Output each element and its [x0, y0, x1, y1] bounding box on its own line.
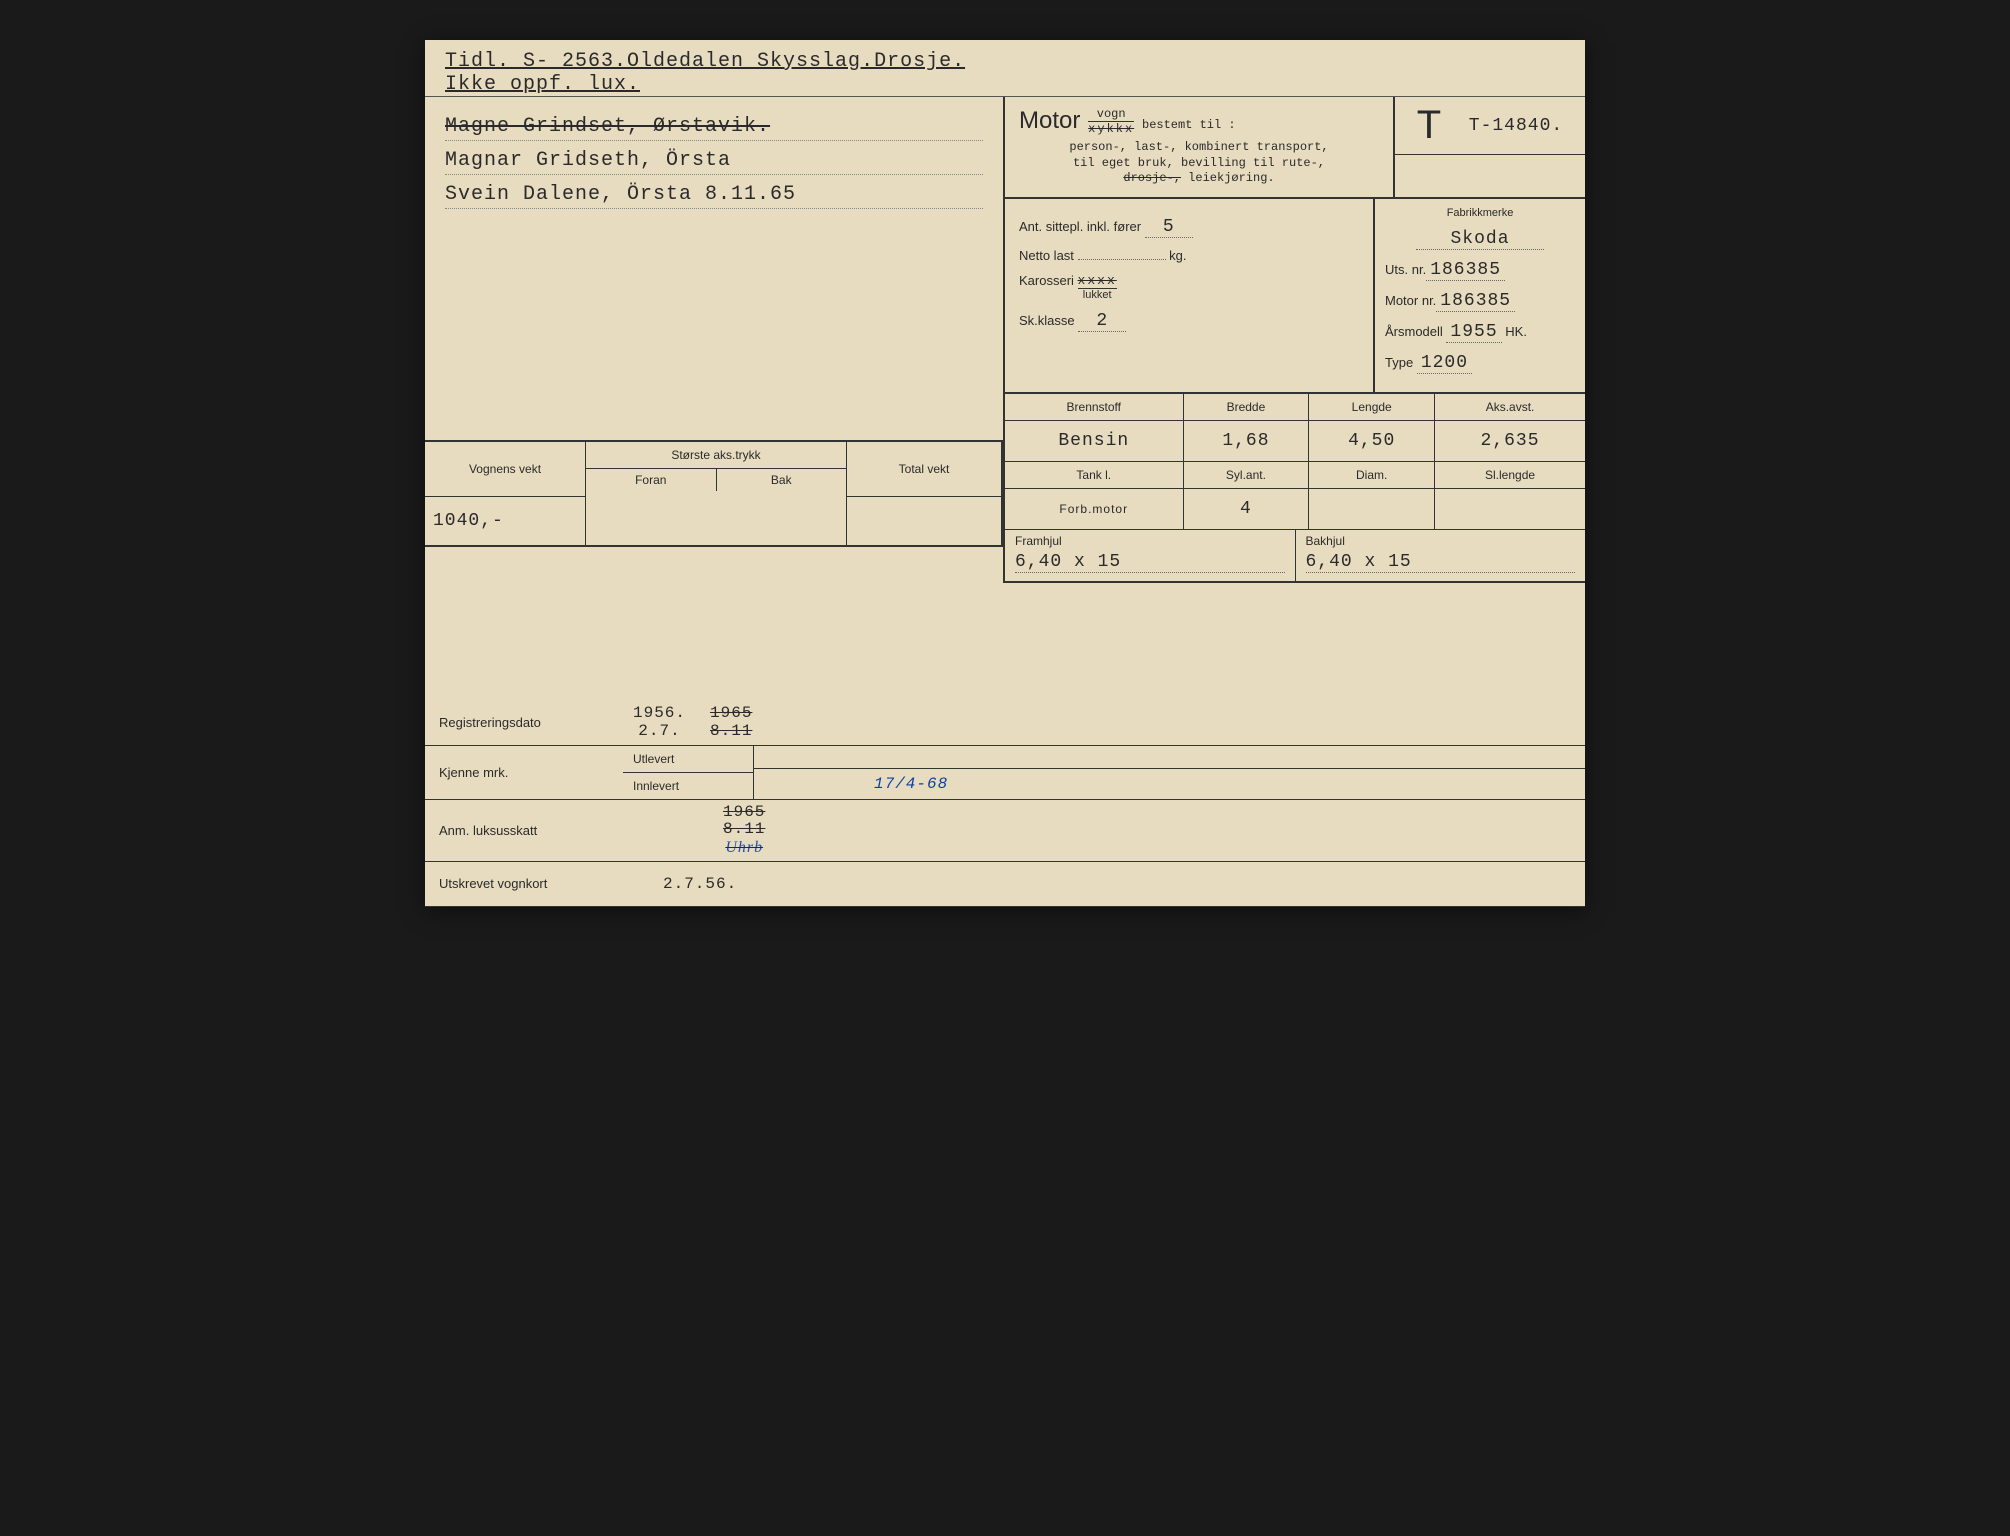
- kjenne-row: Kjenne mrk. Utlevert Innlevert 17/4-68: [425, 746, 1585, 800]
- table-header-row: Tank l. Syl.ant. Diam. Sl.lengde: [1005, 462, 1585, 489]
- arsmodell-field: Årsmodell 1955 HK.: [1385, 322, 1575, 343]
- motor-title: Motor: [1019, 107, 1080, 134]
- bakhjul-cell: Bakhjul 6,40 x 15: [1296, 530, 1586, 581]
- motor-sub: vogn xykkx: [1088, 107, 1134, 136]
- karosseri-field: Karosseri xxxx lukket: [1019, 273, 1359, 301]
- motor-desc: person-, last-, kombinert transport, til…: [1019, 140, 1379, 187]
- vognens-vekt-cell: Vognens vekt 1040,-: [425, 442, 586, 545]
- header-notes: Tidl. S- 2563.Oldedalen Skysslag.Drosje.…: [425, 40, 1585, 97]
- seats-field: Ant. sittepl. inkl. fører 5: [1019, 217, 1359, 238]
- table-row: Forb.motor 4: [1005, 489, 1585, 530]
- table-header-row: Brennstoff Bredde Lengde Aks.avst.: [1005, 394, 1585, 421]
- registration-number: T-14840.: [1469, 116, 1563, 136]
- utskrevet-value: 2.7.56.: [663, 875, 737, 893]
- owner-line: Magne Grindset, Ørstavik.: [445, 115, 983, 141]
- total-vekt-cell: Total vekt: [847, 442, 1003, 545]
- motor-box: Motor vogn xykkx bestemt til : person-, …: [1005, 97, 1395, 197]
- regdato-col: 1956. 2.7.: [633, 705, 686, 740]
- classification-letter: T: [1417, 103, 1441, 148]
- wheels-row: Framhjul 6,40 x 15 Bakhjul 6,40 x 15: [1005, 530, 1585, 583]
- spec-row: Ant. sittepl. inkl. fører 5 Netto last k…: [1005, 199, 1585, 392]
- classification-box: T T-14840.: [1395, 97, 1585, 197]
- aks-trykk-cell: Største aks.trykk Foran Bak: [586, 442, 847, 545]
- header-line-2: Ikke oppf. lux.: [445, 73, 1565, 96]
- bottom-rows: Registreringsdato 1956. 2.7. 1965 8.11 K…: [425, 701, 1585, 907]
- skklasse-field: Sk.klasse 2: [1019, 311, 1359, 332]
- signature: Uhrb: [723, 839, 765, 857]
- spec-left: Ant. sittepl. inkl. fører 5 Netto last k…: [1005, 199, 1375, 392]
- table-row: Bensin 1,68 4,50 2,635: [1005, 421, 1585, 462]
- owner-line: Svein Dalene, Örsta 8.11.65: [445, 183, 983, 209]
- motornr-field: Motor nr.186385: [1385, 291, 1575, 312]
- innlevert-value: 17/4-68: [874, 775, 948, 793]
- header-line-1: Tidl. S- 2563.Oldedalen Skysslag.Drosje.: [445, 50, 1565, 73]
- dimensions-table: Brennstoff Bredde Lengde Aks.avst. Bensi…: [1005, 392, 1585, 530]
- t-header: T T-14840.: [1395, 97, 1585, 155]
- right-panel: Motor vogn xykkx bestemt til : person-, …: [1005, 97, 1585, 583]
- registration-card: Tidl. S- 2563.Oldedalen Skysslag.Drosje.…: [425, 40, 1585, 907]
- owner-line: Magnar Gridseth, Örsta: [445, 149, 983, 175]
- weight-section: Vognens vekt 1040,- Største aks.trykk Fo…: [425, 440, 1003, 547]
- uts-field: Uts. nr.186385: [1385, 260, 1575, 281]
- anm-row: Anm. luksusskatt 1965 8.11 Uhrb: [425, 800, 1585, 862]
- regdato-row: Registreringsdato 1956. 2.7. 1965 8.11: [425, 701, 1585, 746]
- fabrikkmerke: Skoda: [1416, 229, 1544, 250]
- weight-overlay: Vognens vekt 1040,- Største aks.trykk Fo…: [425, 440, 1003, 547]
- anm-col: 1965 8.11 Uhrb: [723, 804, 765, 857]
- spec-right: Fabrikkmerke Skoda Uts. nr.186385 Motor …: [1375, 199, 1585, 392]
- fabrikkmerke-label: Fabrikkmerke: [1385, 207, 1575, 219]
- framhjul-cell: Framhjul 6,40 x 15: [1005, 530, 1296, 581]
- regdato-col: 1965 8.11: [710, 705, 752, 740]
- type-field: Type 1200: [1385, 353, 1575, 374]
- netto-field: Netto last kg.: [1019, 248, 1359, 263]
- motor-row: Motor vogn xykkx bestemt til : person-, …: [1005, 97, 1585, 199]
- utskrevet-row: Utskrevet vognkort 2.7.56.: [425, 862, 1585, 907]
